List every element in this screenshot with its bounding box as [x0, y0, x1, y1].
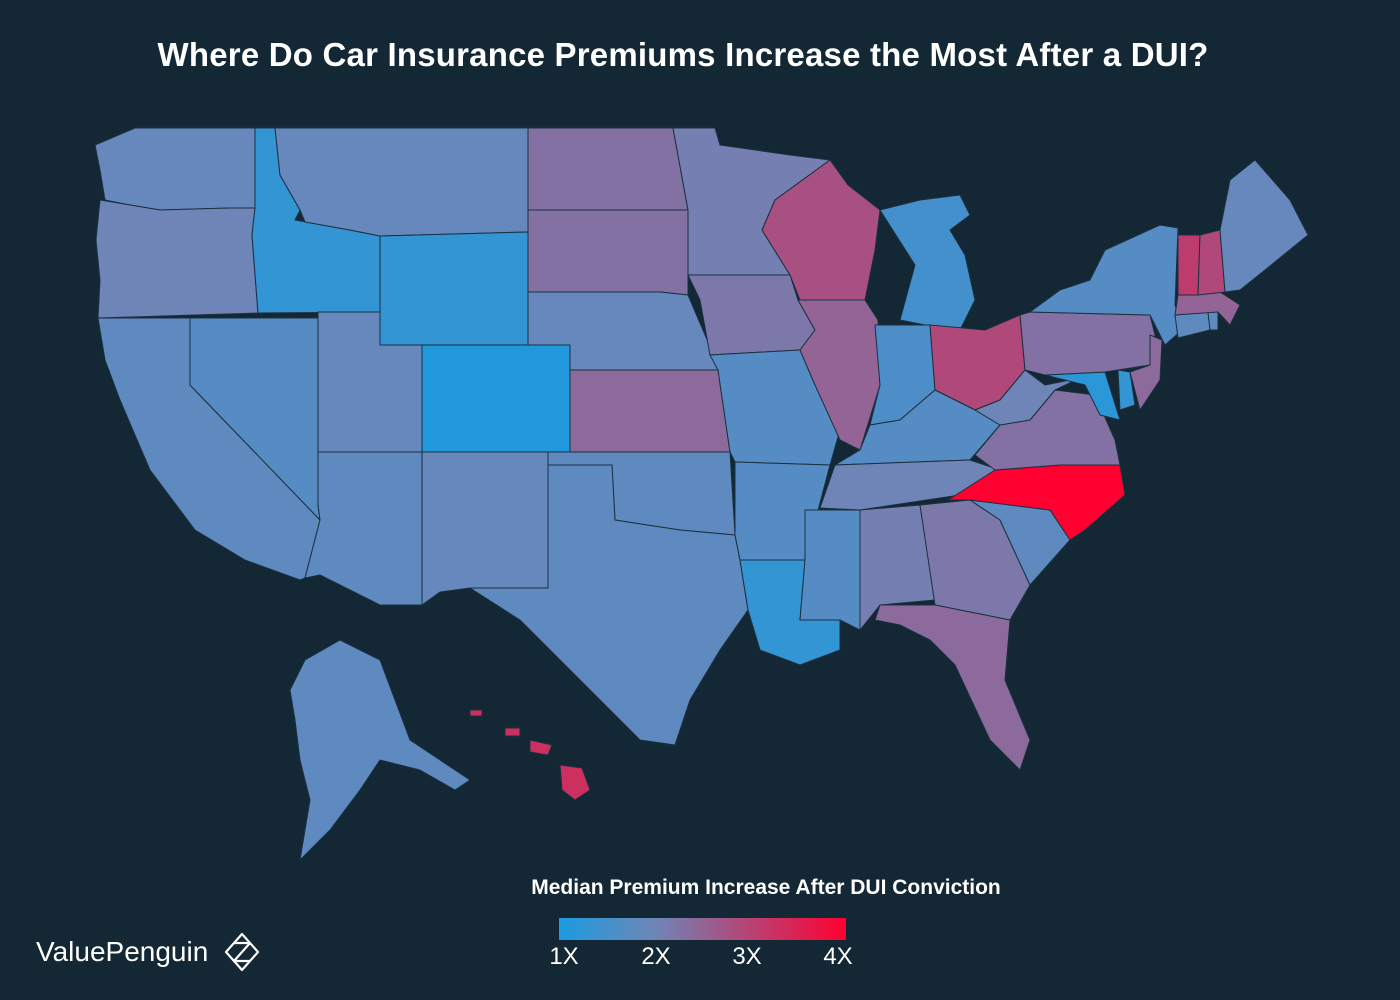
state-nd — [527, 127, 689, 211]
state-ak — [289, 639, 471, 861]
legend-tick-3x: 3X — [732, 943, 762, 970]
state-co — [421, 344, 571, 453]
state-mt — [274, 127, 529, 237]
state-il — [797, 299, 881, 451]
state-vt — [1177, 234, 1201, 296]
state-ks — [569, 369, 731, 453]
legend-tick-2x: 2X — [641, 943, 671, 970]
state-ri — [1207, 311, 1219, 331]
state-wy — [379, 231, 529, 346]
state-wi — [761, 159, 881, 301]
state-mi — [879, 194, 976, 331]
state-ct — [1174, 311, 1211, 339]
brand-name: ValuePenguin — [36, 936, 209, 967]
state-hi — [469, 709, 591, 801]
state-al — [859, 504, 936, 631]
legend-color-scale — [559, 918, 846, 940]
state-me — [1219, 159, 1309, 293]
state-az — [304, 451, 423, 606]
state-or — [95, 199, 259, 319]
legend-tick-1x: 1X — [549, 943, 579, 970]
valuepenguin-logo-icon — [225, 932, 260, 972]
page-title: Where Do Car Insurance Premiums Increase… — [157, 36, 1209, 73]
state-sd — [527, 209, 689, 296]
state-tx — [469, 464, 749, 746]
state-ms — [799, 509, 861, 631]
state-fl — [874, 604, 1031, 771]
legend-tick-4x: 4X — [823, 943, 853, 970]
brand-logo: ValuePenguin — [36, 932, 262, 972]
state-de — [1117, 369, 1136, 411]
state-nm — [421, 451, 549, 606]
state-pa — [1019, 311, 1156, 376]
state-wa — [94, 127, 256, 211]
legend-title: Median Premium Increase After DUI Convic… — [531, 876, 1001, 899]
state-ny — [1029, 224, 1183, 346]
